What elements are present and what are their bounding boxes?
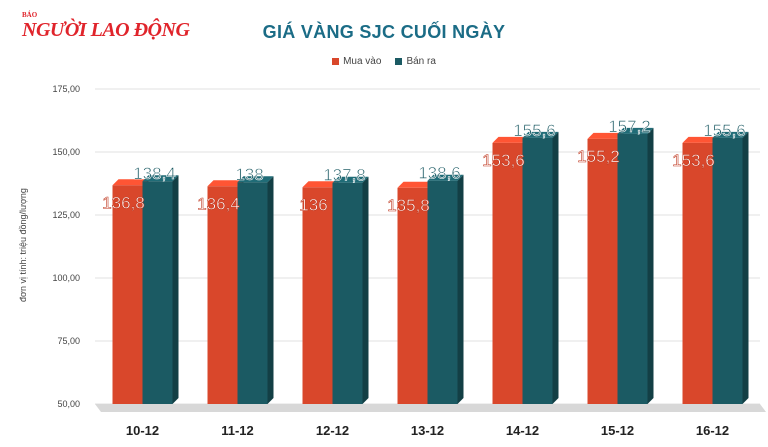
- y-tick-label: 175,00: [52, 84, 80, 94]
- data-label-sell: 155,6: [513, 121, 556, 140]
- data-label-buy: 136: [299, 195, 327, 214]
- bar-side: [267, 176, 274, 404]
- bar-side: [172, 175, 179, 404]
- data-label-sell: 138: [235, 165, 263, 184]
- x-tick-label: 10-12: [126, 423, 159, 438]
- bar-buy: [492, 142, 523, 405]
- data-label-buy: 135,8: [387, 196, 430, 215]
- bar-top: [142, 175, 179, 182]
- chart-title: GIÁ VÀNG SJC CUỐI NGÀY: [262, 22, 506, 42]
- bar-top: [617, 127, 654, 134]
- data-label-sell: 137,8: [323, 166, 366, 185]
- x-tick-label: 13-12: [411, 423, 444, 438]
- bar-side: [552, 131, 559, 404]
- bar-top: [332, 176, 369, 183]
- legend-label-buy: Mua vào: [343, 56, 382, 67]
- data-label-buy: 155,2: [577, 147, 620, 166]
- bar-sell: [617, 133, 648, 404]
- bar-buy: [112, 185, 143, 404]
- bar-top: [587, 132, 624, 139]
- y-tick-label: 50,00: [57, 399, 80, 409]
- bar-top: [397, 181, 434, 188]
- bar-buy: [682, 142, 713, 405]
- logo-prefix: BÁO: [22, 11, 38, 19]
- x-tick-label: 11-12: [221, 423, 254, 438]
- x-tick-label: 14-12: [506, 423, 539, 438]
- bar-sell: [332, 182, 363, 404]
- bar-top: [237, 176, 274, 183]
- data-label-sell: 157,2: [608, 117, 651, 136]
- bar-sell: [237, 182, 268, 404]
- bar-top: [492, 136, 529, 143]
- bar-buy: [397, 187, 428, 404]
- bar-sell: [142, 181, 173, 404]
- legend-item-sell: Bán ra: [395, 56, 436, 67]
- data-label-buy: 136,4: [197, 194, 240, 213]
- bar-side: [362, 176, 369, 404]
- data-label-sell: 138,4: [133, 164, 176, 183]
- data-label-sell: 155,6: [703, 121, 746, 140]
- data-label-sell: 138,6: [418, 164, 461, 183]
- y-tick-label: 125,00: [52, 210, 80, 220]
- data-label-buy: 153,6: [482, 151, 525, 170]
- bar-buy: [587, 138, 618, 404]
- x-tick-label: 15-12: [601, 423, 634, 438]
- bar-top: [207, 180, 244, 187]
- bar-top: [427, 174, 464, 181]
- brand-logo: BÁO NGƯỜI LAO ĐỘNG: [22, 11, 190, 42]
- logo-name: NGƯỜI LAO ĐỘNG: [22, 19, 190, 41]
- bar-buy: [207, 186, 238, 404]
- bar-sell: [427, 180, 458, 404]
- chart-floor: [95, 404, 766, 412]
- y-tick-label: 100,00: [52, 273, 80, 283]
- bar-top: [682, 136, 719, 143]
- legend-item-buy: Mua vào: [332, 56, 381, 67]
- bar-side: [647, 127, 654, 404]
- legend-swatch-buy: [332, 58, 340, 65]
- bar-sell: [712, 137, 743, 404]
- bar-top: [302, 181, 339, 188]
- x-tick-label: 12-12: [316, 423, 349, 438]
- legend-swatch-sell: [395, 58, 403, 65]
- bar-buy: [302, 187, 333, 404]
- bar-top: [712, 131, 749, 138]
- bar-side: [742, 131, 749, 404]
- data-label-buy: 136,8: [102, 193, 145, 212]
- chart-legend: Mua vào Bán ra: [0, 56, 768, 67]
- bar-side: [457, 174, 464, 404]
- y-tick-label: 75,00: [57, 336, 80, 346]
- bar-top: [522, 131, 559, 138]
- legend-label-sell: Bán ra: [406, 56, 436, 67]
- bar-top: [112, 179, 149, 186]
- bar-sell: [522, 137, 553, 404]
- x-tick-label: 16-12: [696, 423, 729, 438]
- data-label-buy: 153,6: [672, 151, 715, 170]
- y-tick-label: 150,00: [52, 147, 80, 157]
